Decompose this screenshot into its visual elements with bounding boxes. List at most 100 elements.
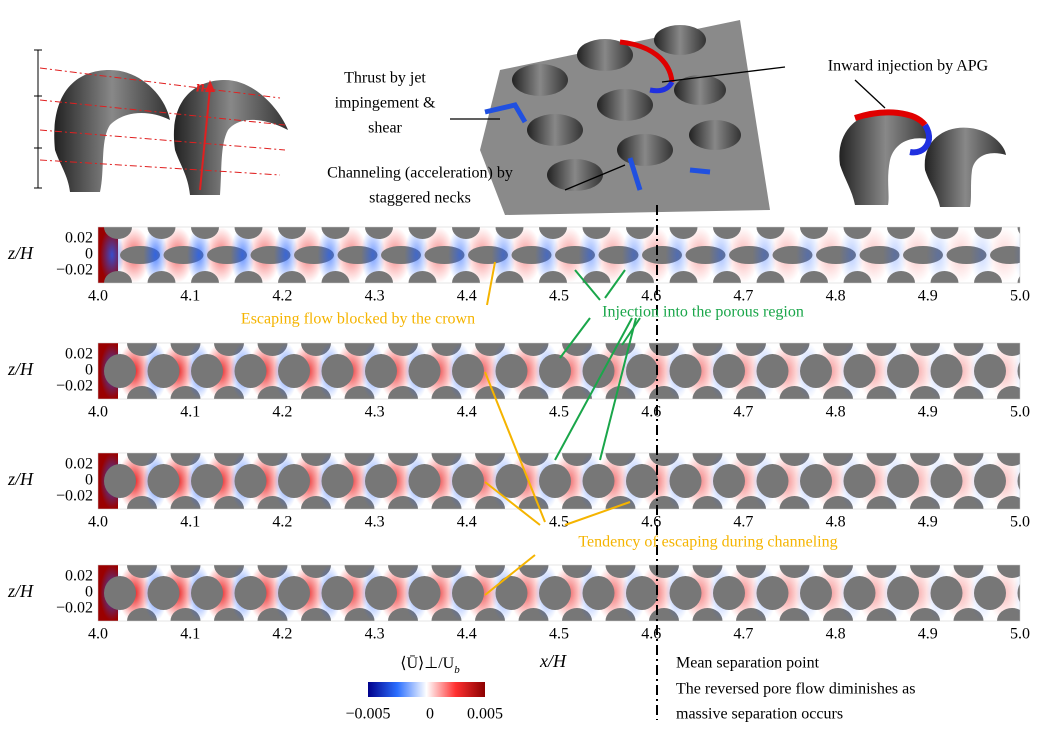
solid [626,354,658,388]
y-tick-label: 0 [85,362,93,379]
x-tick-label: 4.2 [272,626,292,643]
colorbar-label: ⟨Ū⟩⊥/Ub [400,655,460,676]
solid [148,576,180,610]
solid [539,464,571,498]
solid [583,576,615,610]
channeling-line: Channeling (acceleration) by [327,165,513,182]
solid [322,576,354,610]
colorbar-tick: −0.005 [345,706,390,723]
solid [931,354,963,388]
x-tick-label: 4.6 [641,288,661,305]
colorbar [368,682,485,697]
y-tick-label: 0 [85,584,93,601]
y-axis-label: z/H [7,581,34,601]
illustration-center [480,20,770,215]
x-tick-label: 4.4 [457,626,477,643]
solid [757,576,789,610]
solid [1018,354,1037,388]
x-tick-label: 4.9 [918,626,938,643]
solid [844,354,876,388]
thrust-line: Thrust by jet [344,70,426,87]
solid [757,464,789,498]
solid [104,576,136,610]
x-tick-label: 4.4 [457,404,477,421]
blue-blob [1014,453,1037,509]
solid [409,576,441,610]
solid [148,464,180,498]
solid [887,464,919,498]
x-tick-label: 4.5 [549,288,569,305]
solid [670,576,702,610]
x-axis-label: x/H [539,651,567,671]
solid [670,354,702,388]
solid [713,354,745,388]
solid [409,464,441,498]
solid [104,354,136,388]
y-tick-label: 0 [85,246,93,263]
x-tick-label: 5.0 [1010,404,1030,421]
x-tick-label: 4.8 [826,626,846,643]
separation-note: Mean separation point [676,655,820,672]
x-tick-label: 4.3 [365,626,385,643]
solid [191,354,223,388]
red-blob [1032,565,1037,621]
x-tick-label: 4.5 [549,626,569,643]
solid [496,354,528,388]
x-tick-label: 4.2 [272,514,292,531]
y-tick-label: −0.02 [56,378,93,395]
solid [235,354,267,388]
blue-blob [1014,565,1037,621]
solid [452,464,484,498]
solid [235,576,267,610]
y-axis-label: z/H [7,469,34,489]
blue-blob [1014,227,1037,283]
blue-blob [1014,343,1037,399]
solid [626,464,658,498]
x-tick-label: 4.1 [180,626,200,643]
solid [931,576,963,610]
x-tick-label: 4.4 [457,514,477,531]
solid [452,354,484,388]
x-tick-label: 4.0 [88,288,108,305]
solid [887,576,919,610]
solid [191,576,223,610]
solid [365,464,397,498]
illustration-right [839,112,1006,207]
x-tick-label: 4.8 [826,288,846,305]
y-tick-label: 0 [85,472,93,489]
colorbar-tick: 0.005 [467,706,503,723]
red-blob [1032,343,1037,399]
solid [148,354,180,388]
solid [235,464,267,498]
y-axis-label: z/H [7,359,34,379]
solid [278,576,310,610]
x-tick-label: 4.5 [549,404,569,421]
solid [990,246,1030,264]
x-tick-label: 4.6 [641,626,661,643]
x-tick-label: 4.3 [365,288,385,305]
solid [583,464,615,498]
y-tick-label: 0.02 [65,230,93,247]
y-tick-label: −0.02 [56,488,93,505]
injection-label: Injection into the porous region [602,304,804,321]
solid [1018,576,1037,610]
x-tick-label: 4.3 [365,514,385,531]
x-tick-label: 4.1 [180,514,200,531]
solid [539,576,571,610]
channeling-line: staggered necks [369,190,471,207]
solid [800,576,832,610]
solid [104,464,136,498]
solid [191,464,223,498]
separation-note: massive separation occurs [676,706,843,723]
solid [322,354,354,388]
x-tick-label: 4.1 [180,404,200,421]
escaping-label: Escaping flow blocked by the crown [241,311,475,328]
solid [670,464,702,498]
solid [844,464,876,498]
solid [757,354,789,388]
y-tick-label: −0.02 [56,600,93,617]
solid [278,354,310,388]
x-tick-label: 4.1 [180,288,200,305]
inward-label: Inward injection by APG [828,58,989,75]
